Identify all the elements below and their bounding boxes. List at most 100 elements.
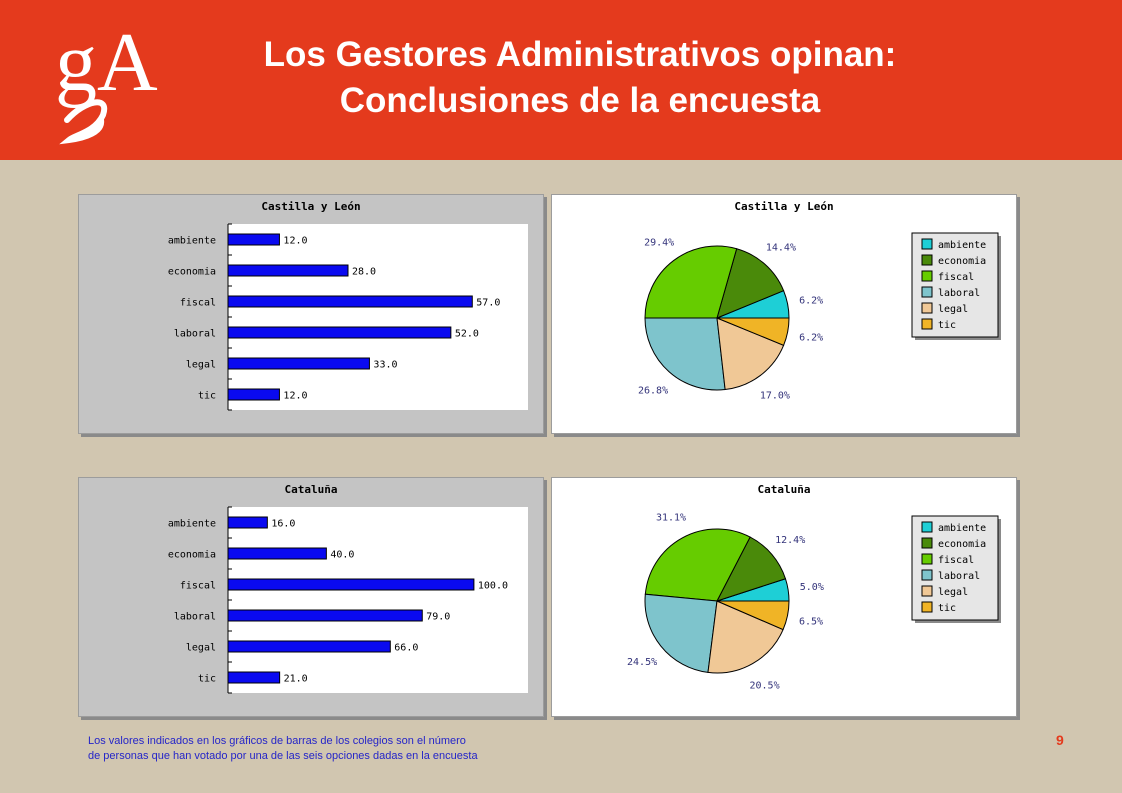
- category-label-ambiente: ambiente: [168, 236, 216, 247]
- slice-label-fiscal: 29.4%: [644, 237, 674, 248]
- slice-tic: [716, 317, 790, 346]
- bar-tic: [227, 388, 280, 401]
- slice-label-economia: 14.4%: [766, 242, 796, 253]
- bar-chart-cataluna-svg: Cataluña ambiente 16.0 economia 40.0 fiscal 10…: [168, 483, 528, 694]
- legend-label-laboral: laboral: [938, 288, 980, 299]
- plot-area: [228, 224, 528, 410]
- page-title-line2: Conclusiones de la encuesta: [339, 81, 821, 120]
- slice-label-laboral: 26.8%: [638, 386, 668, 397]
- legend-label-ambiente: ambiente: [938, 523, 986, 534]
- pie-chart-castilla: Castilla y León 6.2% 14.4% 29.4% 26.8% 17.0% 6…: [551, 194, 1017, 434]
- logo-swash: [59, 99, 108, 145]
- legend-label-economia: economia: [938, 539, 986, 550]
- legend-label-fiscal: fiscal: [938, 555, 974, 566]
- plot-area: [228, 507, 528, 693]
- bar-laboral: [227, 609, 423, 622]
- bar-legal: [227, 357, 370, 370]
- bar-value-laboral: 79.0: [426, 612, 450, 623]
- bar-value-fiscal: 100.0: [478, 581, 508, 592]
- legend-label-legal: legal: [938, 587, 968, 598]
- category-label-legal: legal: [186, 643, 216, 654]
- page-title: Los Gestores Administrativos opinan: Con…: [180, 32, 980, 124]
- slice-label-tic: 6.2%: [799, 333, 823, 344]
- slice-laboral: [644, 317, 726, 391]
- bar-legal: [227, 640, 391, 653]
- slice-label-legal: 20.5%: [750, 680, 780, 691]
- legend-label-laboral: laboral: [938, 571, 980, 582]
- category-label-ambiente: ambiente: [168, 519, 216, 530]
- page-title-line1: Los Gestores Administrativos opinan:: [263, 35, 897, 74]
- slice-laboral: [644, 593, 718, 673]
- legend-swatch-ambiente: [921, 521, 933, 533]
- slice-tic: [716, 600, 790, 631]
- legend-label-tic: tic: [938, 320, 956, 331]
- category-label-fiscal: fiscal: [180, 298, 216, 309]
- slice-fiscal: [644, 245, 738, 319]
- bar-chart-castilla-svg: Castilla y León ambiente 12.0 economia 28.0 f…: [168, 200, 528, 411]
- bar-value-economia: 28.0: [352, 267, 376, 278]
- bar-ambiente: [227, 516, 268, 529]
- chart-title-cataluna: Cataluña: [758, 483, 811, 496]
- bar-value-laboral: 52.0: [455, 329, 479, 340]
- bar-fiscal: [227, 295, 473, 308]
- legend-swatch-fiscal: [921, 270, 933, 282]
- legend-swatch-legal: [921, 585, 933, 597]
- slice-label-legal: 17.0%: [760, 391, 790, 402]
- category-label-legal: legal: [186, 360, 216, 371]
- bar-tic: [227, 671, 281, 684]
- legend-label-economia: economia: [938, 256, 986, 267]
- legend-swatch-laboral: [921, 569, 933, 581]
- bar-value-fiscal: 57.0: [476, 298, 500, 309]
- legend-label-fiscal: fiscal: [938, 272, 974, 283]
- category-label-fiscal: fiscal: [180, 581, 216, 592]
- gestores-logo-icon: gA: [55, 20, 158, 145]
- page-number: 9: [1056, 732, 1064, 748]
- legend-swatch-economia: [921, 254, 933, 266]
- bar-value-ambiente: 16.0: [271, 519, 295, 530]
- chart-title-castilla-y-leon: Castilla y León: [734, 200, 833, 213]
- bar-value-legal: 33.0: [373, 360, 397, 371]
- bar-economia: [227, 264, 349, 277]
- footnote: Los valores indicados en los gráficos de…: [88, 734, 608, 764]
- bar-laboral: [227, 326, 452, 339]
- footnote-line2: de personas que han votado por una de la…: [88, 750, 478, 762]
- legend-label-ambiente: ambiente: [938, 240, 986, 251]
- slice-label-fiscal: 31.1%: [656, 513, 686, 524]
- category-label-laboral: laboral: [174, 612, 216, 623]
- legend-label-legal: legal: [938, 304, 968, 315]
- slice-economia: [716, 248, 785, 319]
- slice-legal: [707, 600, 784, 674]
- pie-chart-castilla-svg: Castilla y León 6.2% 14.4% 29.4% 26.8% 17.0% 6…: [638, 200, 1001, 402]
- category-label-tic: tic: [198, 674, 216, 685]
- bar-ambiente: [227, 233, 280, 246]
- pie-chart-cataluna-svg: Cataluña 5.0% 12.4% 31.1% 24.5% 20.5% 6.5% ambi…: [627, 483, 1001, 691]
- legend-label-tic: tic: [938, 603, 956, 614]
- logo-text: gA: [55, 20, 158, 109]
- bar-fiscal: [227, 578, 475, 591]
- bar-value-tic: 12.0: [283, 391, 307, 402]
- bar-value-tic: 21.0: [284, 674, 308, 685]
- slice-label-ambiente: 5.0%: [800, 582, 824, 593]
- slice-label-ambiente: 6.2%: [799, 295, 823, 306]
- bar-value-ambiente: 12.0: [283, 236, 307, 247]
- bar-chart-cataluna: Cataluña ambiente 16.0 economia 40.0 fiscal 10…: [78, 477, 544, 717]
- category-label-economia: economia: [168, 267, 216, 278]
- bar-value-economia: 40.0: [330, 550, 354, 561]
- legend-swatch-laboral: [921, 286, 933, 298]
- legend-swatch-tic: [921, 601, 933, 613]
- legend-swatch-legal: [921, 302, 933, 314]
- category-label-economia: economia: [168, 550, 216, 561]
- pie-chart-cataluna: Cataluña 5.0% 12.4% 31.1% 24.5% 20.5% 6.5% ambi…: [551, 477, 1017, 717]
- slice-legal: [716, 317, 785, 391]
- category-label-tic: tic: [198, 391, 216, 402]
- chart-title-castilla-y-leon: Castilla y León: [261, 200, 360, 213]
- bar-economia: [227, 547, 327, 560]
- legend-swatch-tic: [921, 318, 933, 330]
- slice-label-tic: 6.5%: [799, 616, 823, 627]
- category-label-laboral: laboral: [174, 329, 216, 340]
- slice-label-laboral: 24.5%: [627, 657, 657, 668]
- bar-value-legal: 66.0: [394, 643, 418, 654]
- footnote-line1: Los valores indicados en los gráficos de…: [88, 735, 466, 747]
- header-banner: gA Los Gestores Administrativos opinan: …: [0, 0, 1122, 160]
- slice-fiscal: [644, 528, 751, 602]
